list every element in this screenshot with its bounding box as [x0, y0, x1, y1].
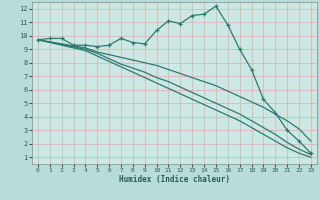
X-axis label: Humidex (Indice chaleur): Humidex (Indice chaleur): [119, 175, 230, 184]
